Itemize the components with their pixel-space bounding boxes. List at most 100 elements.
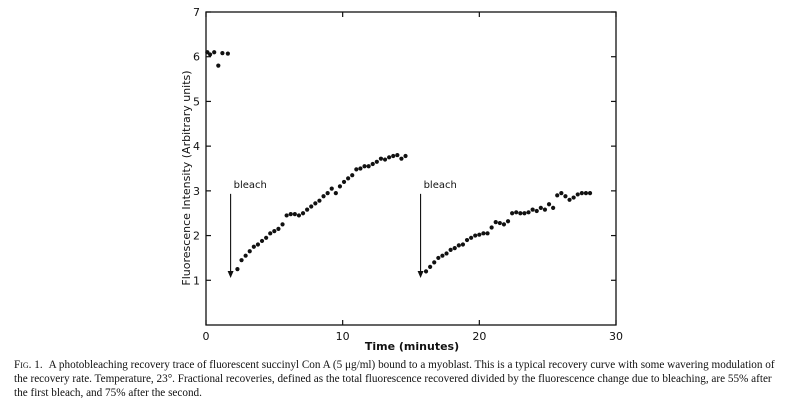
data-point: [444, 251, 449, 256]
data-point: [542, 207, 548, 212]
data-point: [497, 220, 502, 226]
data-point: [510, 211, 515, 216]
data-point: [464, 237, 470, 243]
data-point: [255, 242, 261, 247]
data-point: [216, 63, 221, 68]
bleach-arrow-head: [417, 271, 424, 279]
data-point: [587, 190, 593, 196]
data-point: [460, 242, 466, 247]
data-point: [309, 204, 314, 209]
data-point: [251, 244, 256, 249]
data-point: [452, 245, 457, 251]
data-point: [358, 166, 363, 171]
data-point: [567, 197, 572, 202]
data-point: [534, 208, 539, 214]
data-point: [423, 269, 429, 274]
data-point: [395, 152, 400, 158]
data-point: [501, 222, 507, 227]
x-axis-label: Time (minutes): [365, 340, 459, 353]
data-point: [321, 194, 326, 199]
caption-text: A photobleaching recovery trace of fluor…: [14, 359, 775, 399]
data-point: [374, 159, 379, 164]
data-point: [264, 235, 269, 240]
data-point: [456, 243, 461, 248]
y-axis-label: Fluorescence Intensity (Arbitrary units): [180, 70, 193, 285]
data-point: [239, 258, 244, 263]
data-point: [235, 267, 240, 272]
data-point: [505, 219, 511, 224]
data-point: [436, 255, 441, 261]
data-point: [546, 202, 552, 207]
data-point: [432, 260, 437, 265]
data-point: [317, 198, 322, 203]
data-point: [276, 226, 281, 231]
data-point: [555, 193, 560, 198]
data-point: [296, 213, 302, 218]
data-point: [333, 190, 338, 196]
caption-label: Fig. 1.: [14, 359, 43, 371]
data-point: [522, 211, 527, 216]
data-point: [391, 153, 396, 159]
y-tick-label: 5: [193, 95, 200, 108]
data-point: [346, 176, 351, 181]
data-point: [292, 212, 297, 217]
x-tick-label: 10: [336, 330, 350, 343]
y-tick-label: 4: [193, 140, 200, 153]
data-point: [305, 207, 310, 212]
data-point: [440, 253, 445, 258]
y-tick-label: 7: [193, 6, 200, 19]
figure-chart: 1 2 3 4 5 6 7 0 10 20 30 bleach bleach Fluorescence…: [180, 6, 623, 353]
data-point: [243, 253, 248, 258]
data-point: [538, 205, 543, 210]
data-point: [300, 211, 306, 216]
data-point: [481, 231, 486, 236]
data-point: [579, 190, 584, 196]
bleach-annotation-label: bleach: [234, 180, 267, 191]
plot-frame: [205, 11, 617, 326]
data-point: [212, 50, 217, 55]
data-point: [220, 51, 225, 56]
data-point: [362, 164, 367, 169]
x-tick-label: 30: [609, 330, 623, 343]
data-point: [354, 167, 359, 172]
data-point: [208, 52, 213, 57]
data-point: [337, 184, 343, 189]
data-point: [329, 186, 334, 191]
y-tick-label: 1: [193, 274, 200, 287]
data-point: [583, 190, 589, 196]
data-point: [518, 211, 523, 216]
x-tick-label: 0: [203, 330, 210, 343]
data-point: [366, 164, 371, 169]
data-point: [325, 190, 330, 196]
y-tick-label: 3: [193, 185, 200, 198]
data-point: [514, 210, 519, 215]
data-point: [370, 161, 375, 167]
data-point: [378, 156, 384, 161]
y-tick-label: 2: [193, 230, 200, 243]
data-point: [259, 238, 265, 244]
x-tick-label: 20: [472, 330, 486, 343]
data-point: [382, 157, 388, 162]
data-point: [272, 229, 277, 234]
data-point: [571, 195, 576, 200]
data-point: [526, 210, 531, 215]
data-point: [473, 233, 478, 238]
data-point: [341, 179, 347, 185]
data-point: [225, 51, 230, 56]
data-point: [403, 153, 408, 159]
data-point: [485, 231, 490, 236]
data-point: [477, 232, 482, 237]
data-point: [551, 205, 556, 210]
data-point: [387, 155, 392, 160]
figure-caption: Fig. 1. A photobleaching recovery trace o…: [14, 358, 782, 400]
data-point: [350, 173, 355, 178]
data-point: [563, 194, 568, 199]
data-point: [313, 201, 318, 206]
data-point: [280, 222, 285, 227]
data-point: [575, 192, 580, 197]
data-point: [284, 213, 289, 218]
y-tick-label: 6: [193, 51, 200, 64]
bleach-arrow-head: [227, 271, 234, 279]
data-point: [428, 264, 433, 269]
data-point: [489, 225, 494, 230]
